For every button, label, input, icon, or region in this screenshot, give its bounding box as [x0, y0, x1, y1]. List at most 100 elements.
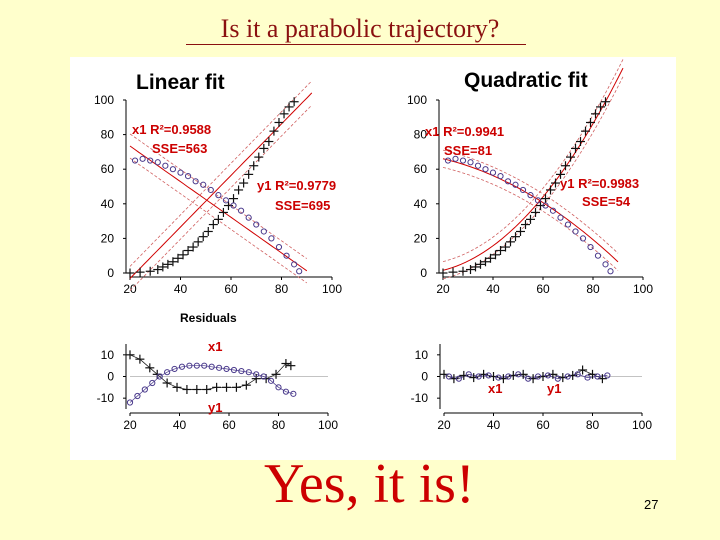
data-point-circle — [584, 374, 591, 381]
x-tick-label: 100 — [632, 418, 652, 432]
data-point-circle — [542, 202, 549, 209]
data-point-plus — [251, 374, 261, 384]
data-point-plus — [135, 267, 145, 277]
data-point-plus — [241, 380, 251, 390]
data-point-plus — [198, 232, 208, 242]
data-point-plus — [135, 354, 145, 364]
y-tick-label: 0 — [107, 370, 114, 384]
confidence-band-upper — [129, 80, 313, 267]
data-point-plus — [586, 117, 595, 127]
data-point-plus — [546, 185, 555, 195]
data-point-circle — [238, 367, 245, 375]
x-tick-label: 100 — [633, 282, 653, 296]
x-tick-label: 20 — [123, 418, 137, 432]
data-point-plus — [254, 152, 264, 162]
annotation-label: y1 R²=0.9983 — [560, 176, 639, 191]
data-point-plus — [466, 265, 475, 275]
data-point-plus — [203, 226, 213, 236]
conclusion-text: Yes, it is! — [264, 453, 475, 515]
data-point-circle — [525, 375, 532, 382]
data-point-circle — [267, 377, 275, 384]
data-point-plus — [501, 242, 510, 252]
data-point-plus — [581, 126, 590, 136]
data-point-plus — [541, 194, 550, 204]
data-point-plus — [521, 220, 530, 230]
confidence-band-upper — [129, 133, 308, 259]
data-point-plus — [145, 266, 155, 276]
y-tick-label: 100 — [407, 93, 427, 107]
data-point-plus — [279, 109, 289, 119]
data-point-circle — [154, 159, 161, 166]
data-point-circle — [445, 373, 453, 380]
data-point-circle — [230, 366, 238, 374]
data-point-circle — [572, 228, 579, 235]
data-point-plus — [208, 220, 218, 230]
y-tick-label: -10 — [411, 391, 429, 405]
data-point-plus — [244, 169, 254, 179]
data-point-circle — [602, 261, 609, 268]
x-tick-label: 60 — [536, 418, 550, 432]
data-point-circle — [139, 155, 146, 162]
data-point-plus — [264, 137, 274, 147]
data-point-circle — [587, 243, 594, 251]
data-point-circle — [564, 373, 571, 380]
data-point-plus — [231, 382, 241, 392]
data-point-plus — [286, 361, 296, 371]
y-tick-label: 20 — [414, 231, 428, 245]
data-point-plus — [229, 194, 239, 204]
data-point-circle — [253, 371, 260, 378]
y-tick-label: 80 — [414, 128, 428, 142]
y-tick-label: -10 — [97, 391, 115, 405]
y-tick-label: 10 — [415, 348, 429, 362]
fit-line — [129, 145, 308, 272]
data-point-plus — [284, 102, 294, 112]
y-tick-label: 80 — [101, 128, 115, 142]
data-point-circle — [131, 157, 139, 164]
data-point-circle — [594, 252, 602, 259]
data-point-plus — [596, 102, 605, 112]
data-point-plus — [163, 259, 173, 269]
data-point-circle — [260, 228, 267, 235]
data-point-circle — [497, 173, 504, 180]
data-point-circle — [171, 365, 178, 373]
data-point-plus — [183, 246, 193, 256]
data-point-circle — [245, 214, 252, 221]
x-tick-label: 60 — [222, 418, 236, 432]
data-point-circle — [268, 235, 275, 242]
data-point-circle — [238, 207, 245, 214]
y-tick-label: 40 — [414, 197, 428, 211]
data-point-circle — [489, 169, 497, 176]
data-point-plus — [281, 359, 291, 368]
y-tick-label: 0 — [421, 370, 428, 384]
data-point-plus — [192, 385, 202, 394]
data-point-circle — [475, 373, 482, 380]
residual-trace — [448, 373, 608, 380]
x-tick-label: 20 — [436, 282, 450, 296]
data-point-circle — [245, 369, 252, 376]
data-point-circle — [169, 166, 177, 173]
data-point-plus — [571, 143, 580, 153]
confidence-band-upper — [442, 149, 619, 254]
data-point-plus — [162, 378, 172, 388]
data-point-circle — [215, 192, 222, 199]
y-tick-label: 60 — [101, 162, 115, 176]
data-point-plus — [274, 117, 284, 127]
data-point-plus — [212, 382, 222, 392]
fit-line — [442, 67, 624, 271]
y-tick-label: 100 — [94, 93, 114, 107]
data-point-circle — [594, 373, 601, 380]
data-point-plus — [249, 161, 259, 171]
data-point-circle — [505, 373, 512, 380]
y-tick-label: 20 — [101, 231, 115, 245]
data-point-circle — [557, 214, 564, 221]
title-underline — [186, 44, 526, 45]
data-point-circle — [222, 197, 230, 204]
data-point-plus — [578, 365, 588, 375]
x-tick-label: 100 — [322, 282, 342, 296]
data-point-plus — [218, 207, 228, 217]
data-point-circle — [465, 371, 472, 378]
annotation-label: SSE=54 — [582, 194, 631, 209]
y-tick-label: 40 — [101, 197, 115, 211]
data-point-circle — [201, 362, 208, 369]
